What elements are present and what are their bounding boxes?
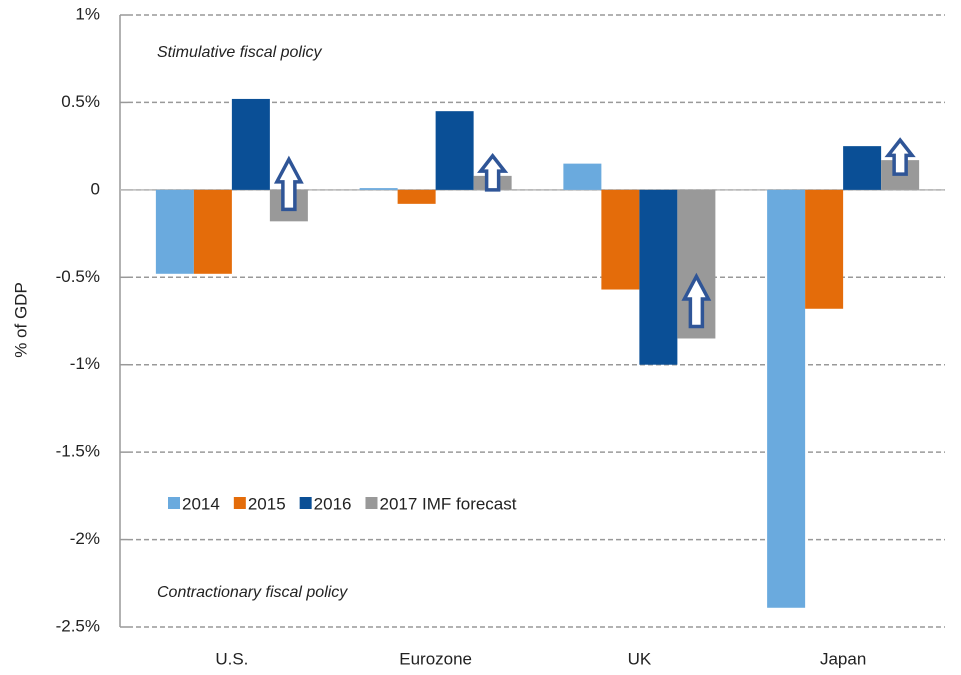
legend-label: 2015 xyxy=(248,494,286,513)
bar xyxy=(155,189,194,274)
bar xyxy=(397,189,436,204)
x-tick-label: Eurozone xyxy=(399,649,472,668)
y-tick-label: -0.5% xyxy=(56,267,100,286)
y-tick-label: -1.5% xyxy=(56,442,100,461)
annotation: Contractionary fiscal policy xyxy=(157,584,348,601)
annotation: Stimulative fiscal policy xyxy=(157,44,323,61)
bar xyxy=(231,98,270,190)
arrow xyxy=(273,155,304,212)
x-tick-label: U.S. xyxy=(215,649,248,668)
legend-swatch xyxy=(168,497,180,509)
legend-swatch xyxy=(365,497,378,509)
y-tick-label: 0.5% xyxy=(61,92,100,111)
legend-label: 2016 xyxy=(314,494,352,513)
bar xyxy=(601,189,640,290)
bar xyxy=(843,146,882,190)
legend-label: 2017 IMF forecast xyxy=(379,494,516,513)
bar xyxy=(435,111,474,190)
y-axis-label: % of GDP xyxy=(11,282,30,358)
y-tick-label: 1% xyxy=(75,4,100,23)
legend-swatch xyxy=(233,497,246,509)
arrow xyxy=(884,137,916,176)
arrow xyxy=(477,153,509,192)
legend-label: 2014 xyxy=(182,494,220,513)
x-tick-label: Japan xyxy=(820,649,866,668)
bar xyxy=(639,189,678,365)
bar xyxy=(193,189,232,274)
x-tick-label: UK xyxy=(628,649,652,668)
y-tick-label: 0 xyxy=(91,179,100,198)
bar xyxy=(359,188,398,190)
bar xyxy=(805,189,844,309)
y-tick-label: -2.5% xyxy=(56,616,100,635)
arrow xyxy=(681,272,712,329)
y-tick-label: -1% xyxy=(70,354,100,373)
y-tick-label: -2% xyxy=(70,529,100,548)
bar xyxy=(563,163,602,190)
legend-swatch xyxy=(299,497,312,509)
bar xyxy=(767,189,806,608)
